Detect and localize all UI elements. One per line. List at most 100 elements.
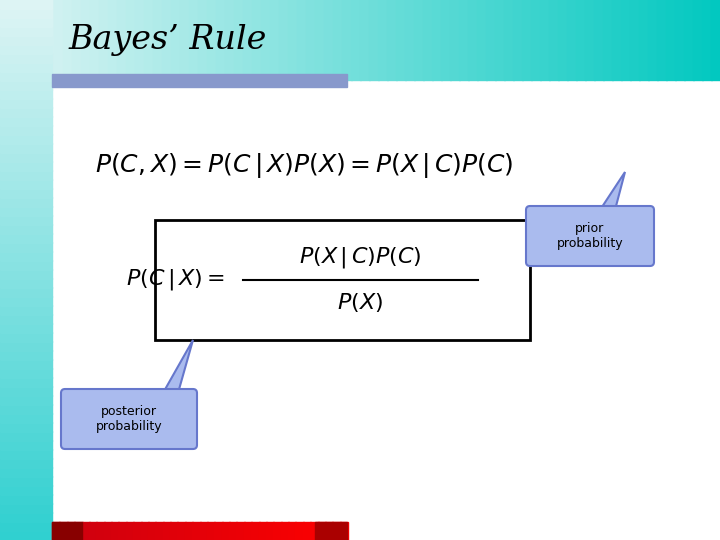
Bar	[310, 522, 318, 540]
Bar	[243, 0, 253, 80]
Bar	[0, 134, 52, 144]
Bar	[162, 0, 172, 80]
Bar	[0, 458, 52, 468]
Bar	[135, 0, 145, 80]
Bar	[0, 179, 52, 189]
Bar	[126, 0, 136, 80]
Bar	[603, 0, 613, 80]
Bar	[295, 522, 304, 540]
Bar	[522, 0, 532, 80]
Bar	[504, 0, 514, 80]
Bar	[297, 0, 307, 80]
Bar	[648, 0, 658, 80]
Bar	[594, 0, 604, 80]
Bar	[189, 0, 199, 80]
Bar	[288, 522, 297, 540]
Bar	[0, 341, 52, 351]
Bar	[126, 522, 134, 540]
Bar	[621, 0, 631, 80]
Bar	[414, 0, 424, 80]
Bar	[171, 0, 181, 80]
Polygon shape	[163, 340, 193, 393]
Bar	[0, 242, 52, 252]
Bar	[72, 0, 82, 80]
Bar	[0, 116, 52, 126]
Bar	[156, 522, 163, 540]
Bar	[486, 0, 496, 80]
Text: Bayes’ Rule: Bayes’ Rule	[68, 24, 266, 56]
Text: posterior
probability: posterior probability	[96, 405, 162, 433]
Bar	[302, 522, 311, 540]
Bar	[199, 522, 208, 540]
Bar	[450, 0, 460, 80]
Bar	[0, 188, 52, 198]
Bar	[0, 53, 52, 63]
Bar	[52, 522, 82, 540]
Bar	[155, 220, 530, 340]
Bar	[118, 522, 127, 540]
Bar	[266, 522, 274, 540]
Bar	[0, 143, 52, 153]
Bar	[251, 522, 259, 540]
Bar	[104, 522, 112, 540]
Bar	[0, 251, 52, 261]
Bar	[258, 522, 267, 540]
Bar	[99, 0, 109, 80]
Bar	[198, 0, 208, 80]
Bar	[585, 0, 595, 80]
Bar	[0, 413, 52, 423]
Bar	[0, 512, 52, 522]
Bar	[36, 0, 46, 80]
Bar	[612, 0, 622, 80]
Bar	[148, 522, 156, 540]
Bar	[0, 368, 52, 378]
Bar	[468, 0, 478, 80]
Bar	[0, 314, 52, 324]
Bar	[234, 0, 244, 80]
Bar	[441, 0, 451, 80]
Bar	[0, 44, 52, 54]
Bar	[0, 80, 52, 90]
Bar	[74, 522, 83, 540]
Bar	[229, 522, 238, 540]
Bar	[0, 530, 52, 540]
Bar	[0, 0, 52, 9]
Bar	[281, 522, 289, 540]
Text: $P(C\,|\,X) =$: $P(C\,|\,X) =$	[126, 267, 225, 293]
Bar	[702, 0, 712, 80]
Bar	[236, 522, 245, 540]
Bar	[0, 359, 52, 369]
Bar	[0, 278, 52, 288]
Bar	[0, 467, 52, 477]
Bar	[360, 0, 370, 80]
Bar	[140, 522, 149, 540]
Bar	[0, 233, 52, 243]
Bar	[378, 0, 388, 80]
Bar	[0, 476, 52, 486]
Bar	[0, 422, 52, 432]
Bar	[207, 0, 217, 80]
Bar	[0, 215, 52, 225]
Bar	[318, 522, 326, 540]
Bar	[0, 440, 52, 450]
Bar	[185, 522, 193, 540]
Bar	[261, 0, 271, 80]
Bar	[279, 0, 289, 80]
Bar	[0, 71, 52, 81]
Bar	[0, 8, 52, 18]
Bar	[215, 522, 222, 540]
Bar	[0, 404, 52, 414]
Bar	[18, 0, 28, 80]
Bar	[111, 522, 120, 540]
Bar	[0, 152, 52, 162]
Bar	[52, 522, 60, 540]
Bar	[153, 0, 163, 80]
Bar	[81, 522, 90, 540]
Bar	[684, 0, 694, 80]
Bar	[90, 0, 100, 80]
Bar	[567, 0, 577, 80]
Bar	[207, 522, 215, 540]
Bar	[325, 522, 333, 540]
Bar	[405, 0, 415, 80]
Bar	[59, 522, 68, 540]
